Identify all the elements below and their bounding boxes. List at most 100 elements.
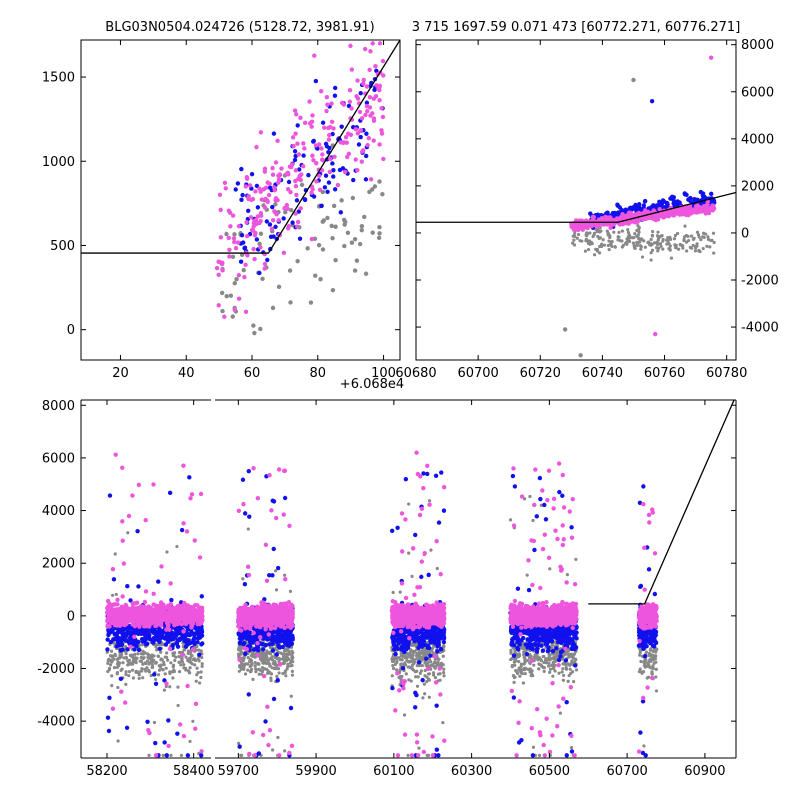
data-point-pink (188, 612, 194, 617)
data-point-pink (328, 156, 333, 162)
data-point-pink (583, 223, 588, 228)
data-point-pink (262, 266, 267, 271)
data-point-blue (145, 641, 150, 646)
data-point-pink (258, 245, 263, 250)
data-point-blue (238, 631, 244, 637)
data-point-pink (683, 211, 688, 216)
data-point-blue (113, 636, 118, 642)
data-point-blue (165, 639, 171, 644)
data-point-blue (292, 157, 298, 163)
data-point-pink (246, 572, 252, 578)
data-point-gray (363, 271, 369, 276)
data-point-pink (261, 187, 266, 192)
data-point-pink (111, 614, 116, 620)
data-point-pink (216, 272, 221, 277)
data-point-blue (320, 120, 326, 125)
data-point-pink (348, 43, 353, 49)
data-point-pink (222, 180, 228, 185)
data-point-gray (113, 552, 117, 556)
data-point-gray (667, 241, 671, 246)
data-point-outlier (631, 77, 636, 83)
data-point-gray (691, 243, 695, 248)
data-point-pink (273, 610, 279, 615)
data-point-blue (292, 149, 298, 154)
data-point-gray (695, 230, 700, 234)
data-point-gray (290, 673, 295, 677)
data-point-pink (159, 564, 164, 569)
data-point-pink (251, 630, 256, 636)
data-point-gray (179, 663, 183, 667)
data-point-gray (230, 254, 236, 260)
data-point-gray (272, 659, 277, 664)
data-point-blue (240, 477, 246, 482)
data-point-pink (377, 98, 382, 103)
data-point-gray (275, 674, 279, 678)
data-point-blue (185, 753, 191, 758)
data-point-pink (132, 634, 137, 639)
data-point-pink (111, 602, 116, 607)
y-tick-label: 8000 (741, 38, 774, 53)
data-point-pink (271, 602, 276, 607)
data-point-pink (260, 616, 265, 621)
data-point-gray (143, 651, 147, 655)
data-point-pink (638, 216, 644, 221)
data-point-pink (257, 634, 263, 640)
data-point-blue (119, 642, 125, 647)
data-point-pink (240, 608, 245, 613)
data-point-blue (267, 185, 273, 190)
data-point-pink (254, 144, 259, 150)
data-point-pink (349, 106, 354, 111)
data-point-gray (232, 232, 237, 237)
data-point-gray (576, 232, 581, 237)
data-point-pink (115, 597, 120, 602)
data-point-gray (643, 245, 647, 249)
data-point-blue (619, 207, 624, 213)
data-point-pink (243, 626, 248, 631)
data-point-gray (367, 189, 372, 195)
data-point-pink (249, 606, 255, 611)
data-point-pink (216, 259, 221, 264)
data-point-gray (152, 654, 156, 658)
data-point-gray (677, 247, 681, 251)
data-point-pink (376, 86, 381, 91)
data-point-blue (337, 167, 343, 173)
data-point-gray (265, 667, 269, 671)
data-point-blue (297, 236, 303, 241)
data-point-blue (125, 584, 130, 589)
data-point-blue (153, 681, 159, 687)
data-point-gray (342, 243, 347, 249)
data-point-blue (167, 490, 173, 496)
x-tick-label: 58400 (173, 764, 214, 779)
data-point-pink (192, 603, 198, 608)
data-point-pink (290, 135, 296, 140)
data-point-pink (238, 614, 243, 619)
data-point-gray (140, 643, 144, 647)
data-point-pink (329, 101, 334, 106)
data-point-blue (270, 204, 275, 210)
data-point-blue (156, 579, 161, 584)
data-point-pink (243, 622, 248, 628)
data-point-pink (252, 753, 258, 758)
data-point-gray (147, 662, 151, 666)
data-point-gray (350, 195, 356, 201)
data-point-gray (136, 652, 140, 656)
data-point-gray (362, 214, 367, 220)
data-point-pink (353, 127, 359, 132)
data-point-blue (199, 753, 204, 758)
data-point-pink (188, 604, 194, 610)
data-point-gray (288, 300, 293, 305)
data-point-gray (262, 667, 266, 671)
data-point-blue (169, 597, 174, 603)
data-point-gray (697, 249, 701, 253)
data-point-gray (147, 753, 151, 757)
data-point-blue (270, 641, 275, 647)
data-point-gray (241, 267, 246, 273)
data-point-gray (110, 684, 114, 688)
data-point-gray (134, 661, 138, 665)
data-point-pink (344, 140, 349, 145)
data-point-gray (184, 655, 188, 659)
data-point-pink (161, 602, 166, 607)
data-point-pink (371, 116, 377, 121)
data-point-gray (133, 652, 137, 656)
data-point-pink (316, 142, 322, 147)
